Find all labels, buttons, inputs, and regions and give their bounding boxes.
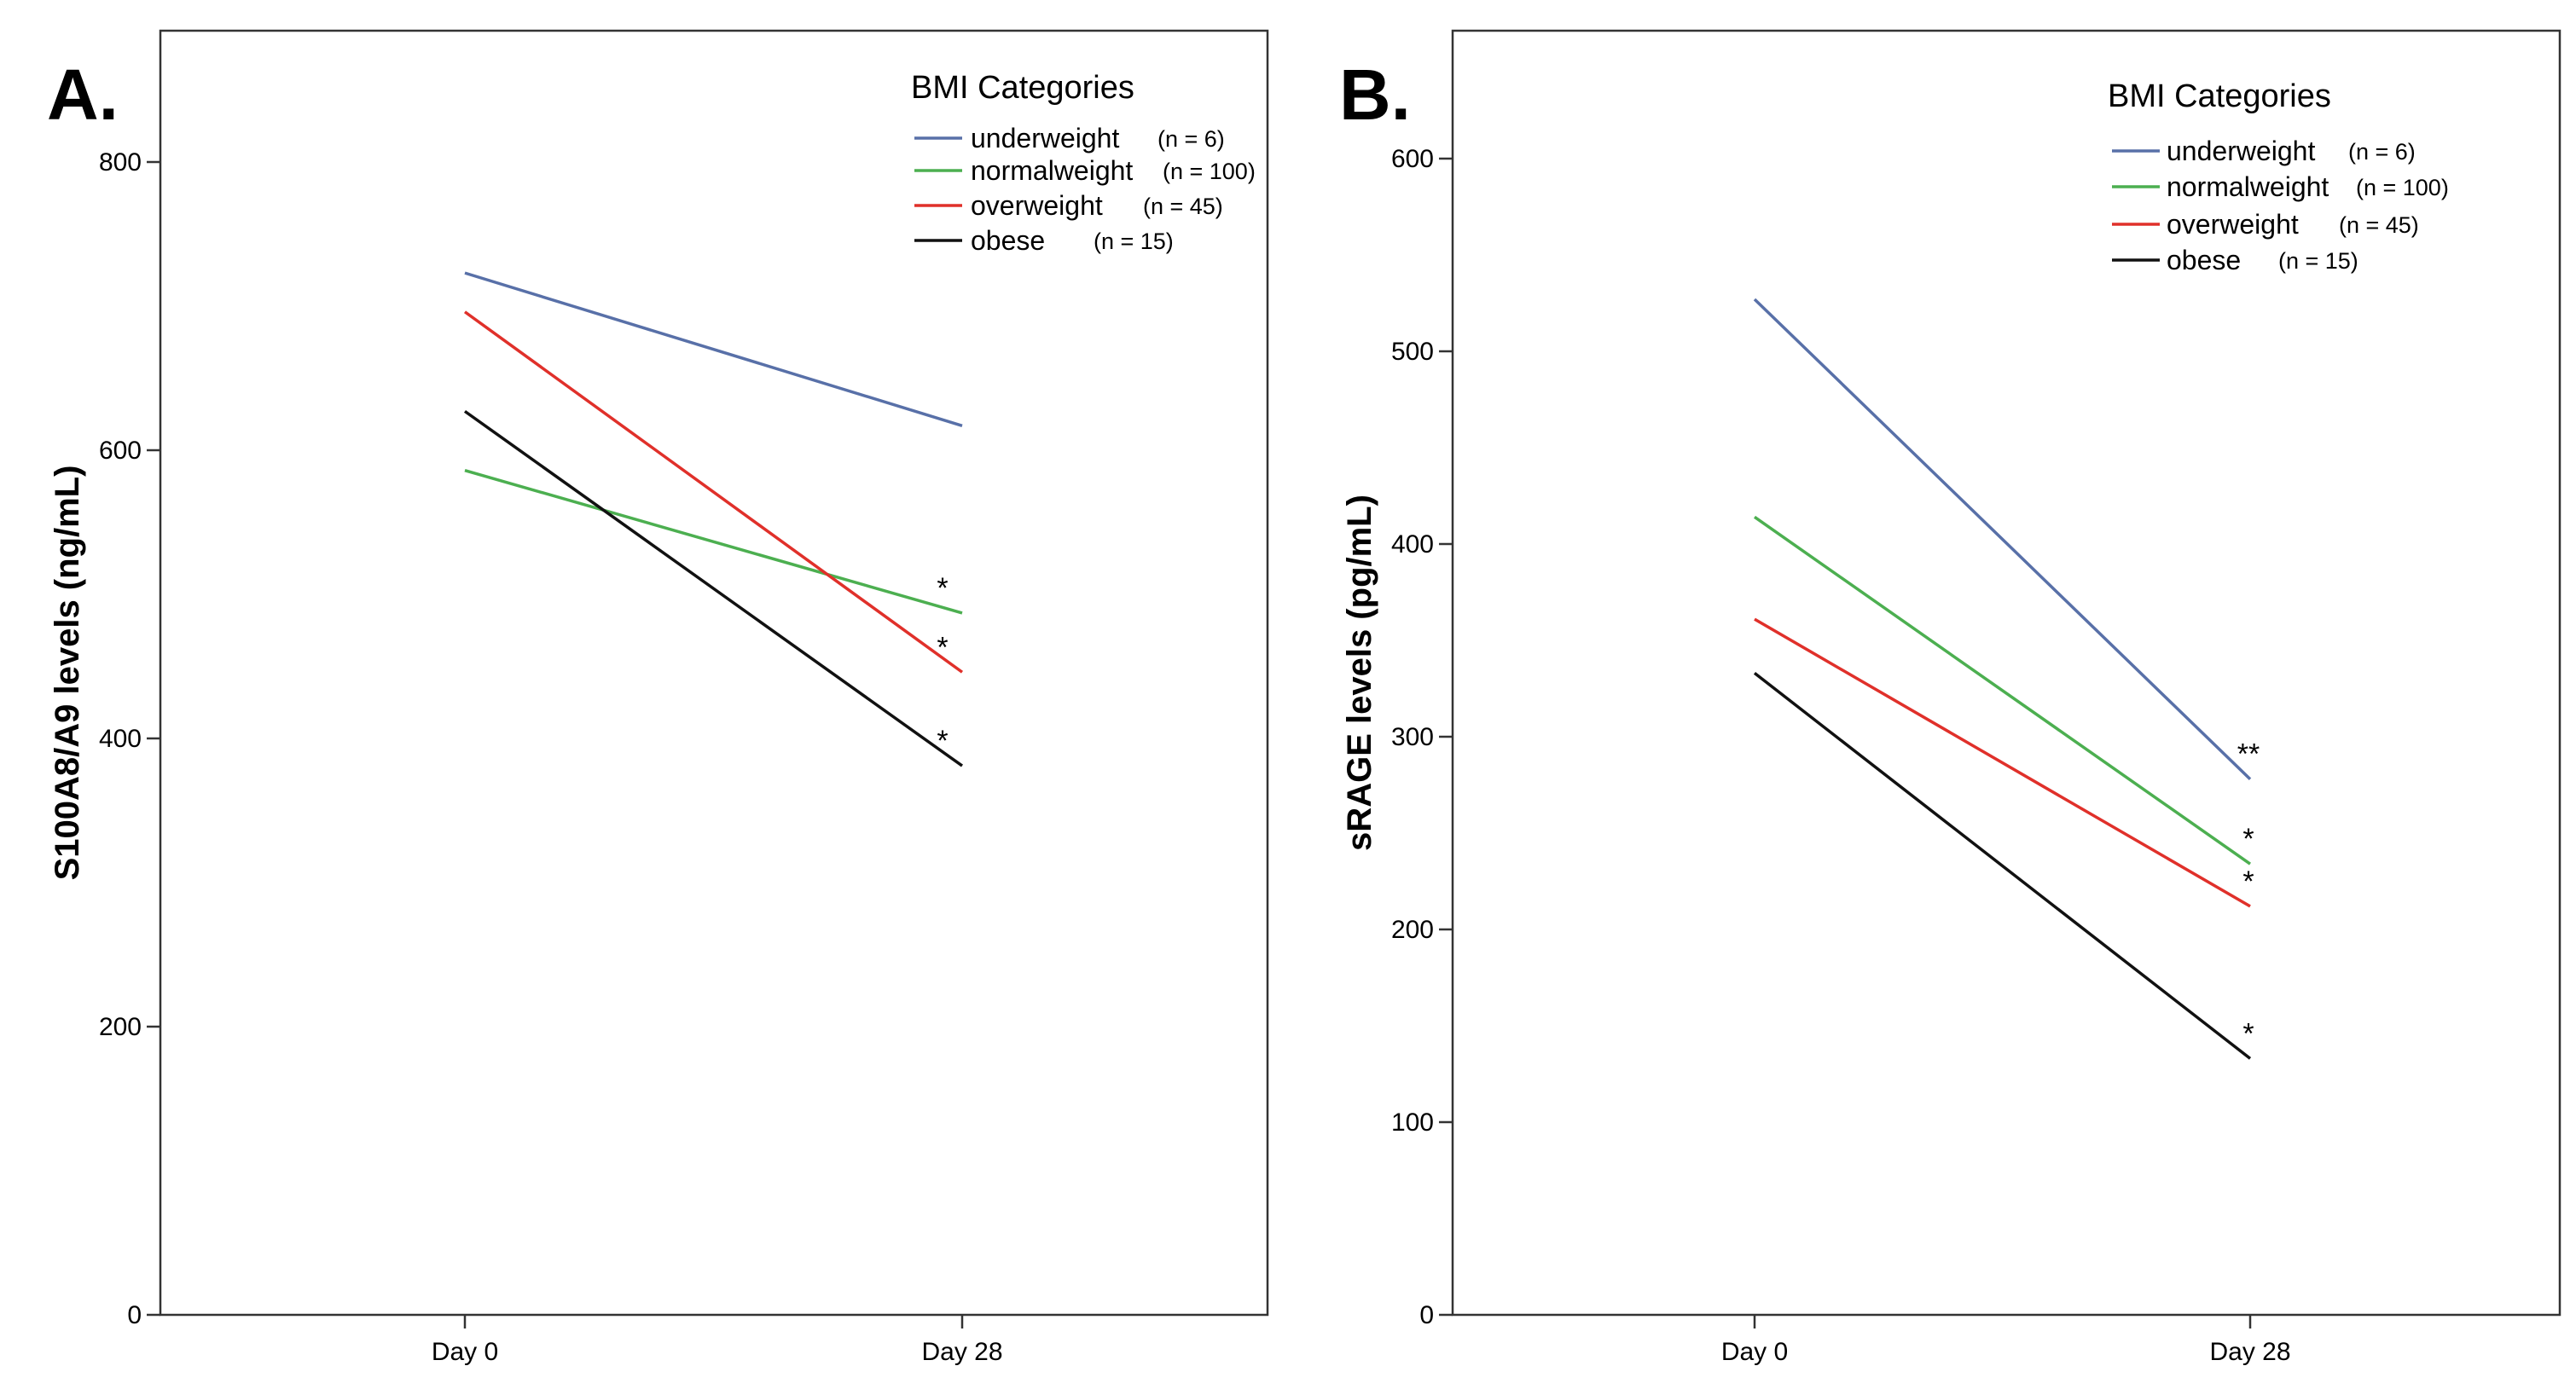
legend-label: underweight <box>2167 136 2315 166</box>
legend-n: (n = 6) <box>2348 139 2416 165</box>
significance-marker: * <box>937 725 948 757</box>
significance-marker: * <box>937 631 948 663</box>
y-tick-label: 600 <box>1391 145 1434 173</box>
legend-label: obese <box>971 225 1045 256</box>
chart-panel-a: 0 200 400 600 800 Day 0 Day 28 A. S100A8/A9 leve… <box>47 29 1269 1366</box>
plot-frame <box>159 29 1269 1317</box>
legend-label: normalweight <box>971 155 1133 186</box>
significance-marker: ** <box>2237 738 2260 771</box>
y-tick-label: 0 <box>1419 1301 1434 1329</box>
legend-n: (n = 15) <box>2278 248 2358 274</box>
legend-label: overweight <box>2167 209 2299 240</box>
significance-marker: * <box>2242 823 2254 855</box>
legend-title: BMI Categories <box>911 70 1134 106</box>
x-tick-label: Day 28 <box>2209 1338 2290 1366</box>
legend-label: underweight <box>971 123 1119 153</box>
y-tick-label: 800 <box>99 148 142 177</box>
legend-n: (n = 100) <box>2356 175 2449 200</box>
y-tick-label: 400 <box>1391 530 1434 559</box>
series-line-normalweight <box>464 468 963 615</box>
series-line-underweight <box>464 271 963 427</box>
significance-marker: * <box>2242 865 2254 898</box>
series-line-normalweight <box>1753 515 2252 865</box>
legend-n: (n = 45) <box>1143 194 1223 219</box>
legend-label: overweight <box>971 190 1103 221</box>
x-tick-label: Day 0 <box>432 1338 498 1366</box>
panel-label: B. <box>1339 55 1411 135</box>
y-tick-label: 400 <box>99 725 142 753</box>
legend-label: obese <box>2167 245 2241 275</box>
x-tick-label: Day 0 <box>1721 1338 1788 1366</box>
legend-n: (n = 15) <box>1094 229 1174 254</box>
series-line-overweight <box>1754 617 2251 908</box>
legend-n: (n = 45) <box>2339 212 2419 238</box>
y-axis-label: sRAGE levels (pg/mL) <box>1341 495 1378 851</box>
y-tick-label: 0 <box>127 1301 142 1329</box>
plot-frame <box>1451 29 2561 1317</box>
significance-marker: * <box>937 572 948 605</box>
y-axis-label: S100A8/A9 levels (ng/mL) <box>49 466 86 881</box>
legend: BMI Categories underweight (n = 6) normalwe… <box>2108 78 2449 275</box>
legend-n: (n = 100) <box>1163 159 1256 184</box>
y-tick-label: 500 <box>1391 338 1434 366</box>
y-tick-label: 200 <box>1391 916 1434 944</box>
series-line-obese <box>1753 672 2252 1060</box>
legend-n: (n = 6) <box>1157 126 1225 152</box>
series-line-overweight <box>463 310 964 674</box>
x-tick-label: Day 28 <box>921 1338 1002 1366</box>
legend-title: BMI Categories <box>2108 78 2331 114</box>
panel-label: A. <box>47 55 119 135</box>
significance-marker: * <box>2242 1017 2254 1050</box>
series-line-obese <box>463 409 964 767</box>
y-tick-label: 300 <box>1391 723 1434 751</box>
series-line-underweight <box>1753 298 2252 780</box>
y-tick-label: 600 <box>99 437 142 465</box>
y-tick-label: 100 <box>1391 1108 1434 1137</box>
chart-panel-b: 0 100 200 300 400 500 600 Day 0 Day 28 B. sRAGE le… <box>1339 29 2561 1366</box>
legend-label: normalweight <box>2167 171 2329 202</box>
y-tick-label: 200 <box>99 1013 142 1041</box>
legend: BMI Categories underweight (n = 6) normalwe… <box>911 70 1256 256</box>
